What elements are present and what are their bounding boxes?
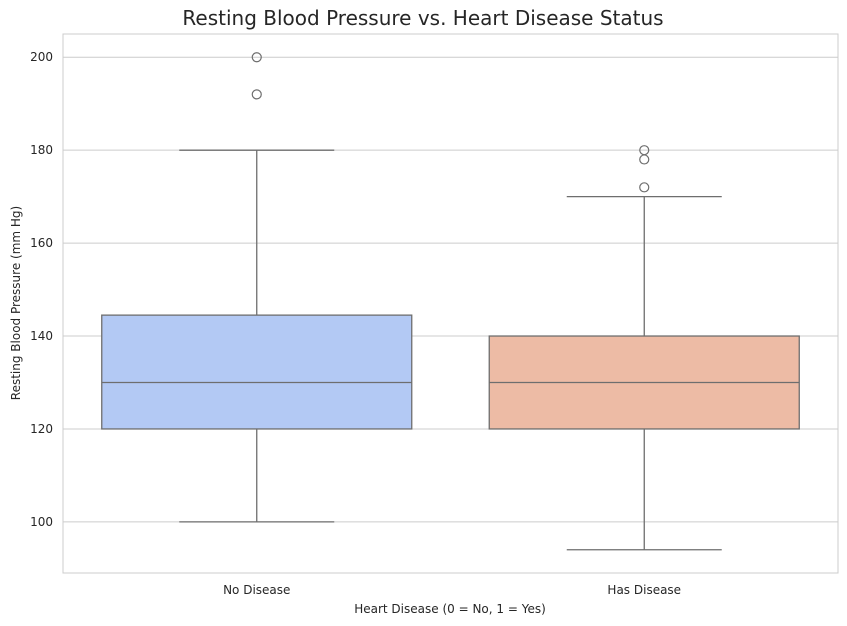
outlier-point [639,154,650,165]
box-group [101,52,413,523]
x-tick-labels: No Disease Has Disease [223,583,681,597]
x-axis-label: Heart Disease (0 = No, 1 = Yes) [354,602,546,616]
chart-title: Resting Blood Pressure vs. Heart Disease… [182,6,663,30]
y-tick-label: 140 [30,329,53,343]
x-tick-label: No Disease [223,583,290,597]
y-tick-label: 180 [30,143,53,157]
x-tick-label: Has Disease [607,583,681,597]
outlier-point [639,182,650,193]
y-tick-label: 120 [30,422,53,436]
y-axis-label: Resting Blood Pressure (mm Hg) [9,206,23,400]
outlier-point [251,89,262,100]
box-group [488,145,800,551]
plot-frame [62,33,839,574]
box-plots [101,52,800,551]
y-tick-label: 200 [30,50,53,64]
box [101,314,413,430]
grid [63,56,838,523]
outlier-point [639,145,650,156]
y-tick-label: 160 [30,236,53,250]
outlier-point [251,52,262,63]
y-tick-labels: 100 120 140 160 180 200 [30,50,53,529]
y-tick-label: 100 [30,515,53,529]
